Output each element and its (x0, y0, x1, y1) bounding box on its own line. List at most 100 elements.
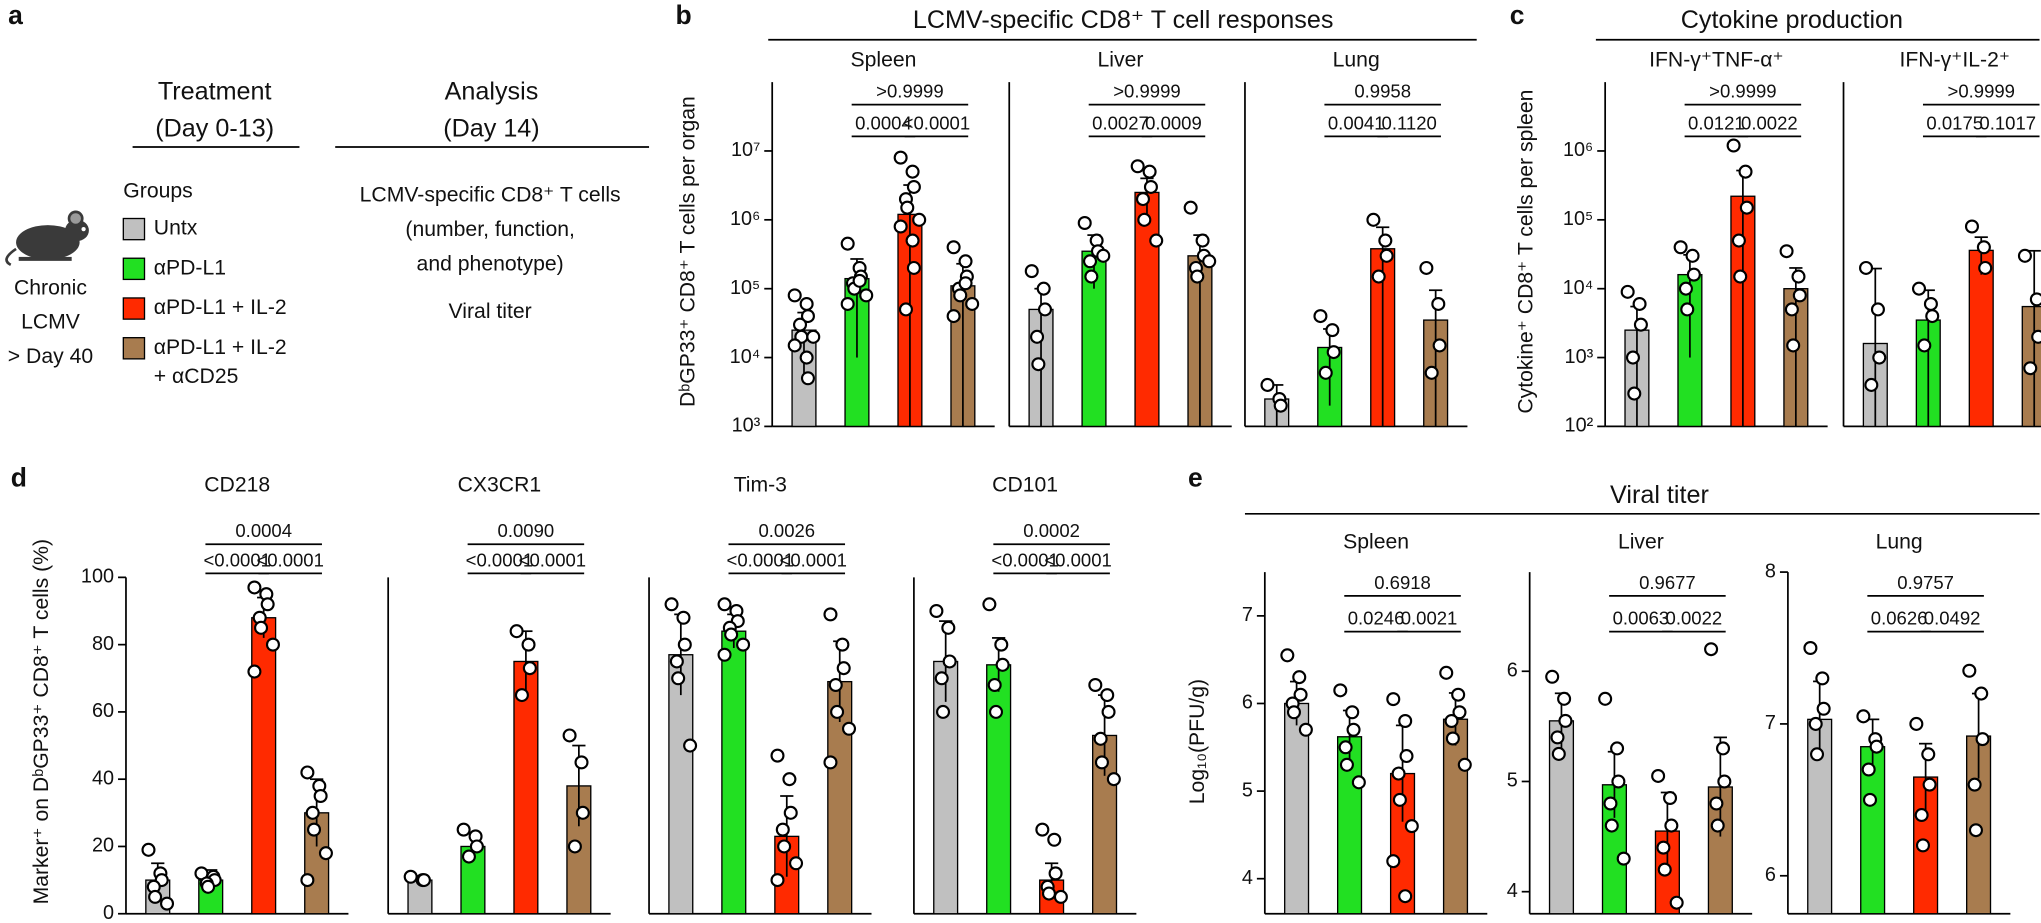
data-point (306, 822, 322, 837)
data-point (1869, 739, 1884, 754)
bar (1442, 718, 1469, 915)
treatment-days: (Day 0-13) (155, 114, 274, 142)
y-tick-label: 100 (81, 566, 114, 588)
data-point (1669, 895, 1684, 910)
data-point (717, 647, 732, 662)
data-point (830, 704, 845, 719)
data-point (676, 610, 691, 625)
data-point (934, 671, 949, 686)
data-point (1627, 386, 1642, 401)
data-point (1968, 823, 1983, 838)
data-point (160, 896, 175, 911)
model-label: Chronic (14, 276, 87, 299)
data-point (683, 738, 698, 753)
data-point (1399, 749, 1414, 764)
data-point (1398, 889, 1413, 904)
y-tick-label: 60 (92, 700, 114, 722)
data-point (1678, 281, 1693, 296)
p-value: 0.0063 (1613, 608, 1670, 629)
y-tick-label: 7 (1765, 712, 1776, 734)
data-point (1859, 260, 1874, 275)
data-point (574, 755, 589, 770)
y-tick-label: 80 (92, 633, 114, 655)
data-point (1036, 281, 1051, 296)
y-tick-label: 8 (1765, 560, 1776, 582)
treatment-title: Treatment (158, 77, 272, 105)
data-point (1731, 233, 1746, 248)
data-point (1366, 212, 1381, 227)
data-point (1967, 777, 1982, 792)
p-value: >0.9999 (1948, 81, 2015, 102)
p-value: 0.0026 (758, 520, 815, 541)
bar (986, 664, 1012, 915)
data-point (1962, 663, 1977, 678)
analysis-title: Analysis (445, 77, 539, 105)
data-point (800, 371, 815, 386)
data-point (1286, 705, 1301, 720)
data-point (1922, 777, 1937, 792)
data-point (522, 661, 537, 676)
panel-heading: Cytokine production (1681, 6, 1903, 34)
y-tick-label: 10⁴ (730, 346, 761, 368)
data-point (782, 772, 797, 787)
data-point (1202, 254, 1217, 269)
legend-swatch (122, 297, 146, 320)
data-point (1130, 159, 1145, 174)
p-value: 0.0022 (1741, 112, 1798, 133)
p-value: <0.0001 (903, 112, 970, 133)
data-point (1616, 851, 1631, 866)
data-point (1815, 671, 1830, 686)
panel-letter: c (1510, 0, 1525, 30)
data-point (1101, 704, 1116, 719)
subplot-title: CX3CR1 (458, 474, 542, 497)
p-value: >0.9999 (876, 81, 943, 102)
data-point (1786, 338, 1801, 353)
data-point (1318, 365, 1333, 380)
data-point (1861, 762, 1876, 777)
data-point (1326, 345, 1341, 360)
y-tick-label: 10³ (1565, 346, 1594, 368)
subplot-title: Liver (1098, 49, 1144, 72)
panel-letter: d (11, 462, 27, 492)
data-point (1656, 840, 1671, 855)
data-point (1053, 889, 1068, 904)
y-tick-label: 10⁷ (731, 139, 760, 161)
data-point (1084, 269, 1099, 284)
data-point (1451, 687, 1466, 702)
data-point (994, 637, 1009, 652)
data-point (247, 664, 262, 679)
data-point (1975, 732, 1990, 747)
analysis-item: (number, function, (405, 218, 574, 241)
data-point (1657, 862, 1672, 877)
p-value: <0.0001 (519, 549, 586, 570)
y-tick-label: 10⁵ (1563, 208, 1593, 230)
data-point (1620, 284, 1635, 299)
data-point (1704, 642, 1719, 657)
data-point (995, 657, 1010, 672)
data-point (777, 839, 792, 854)
data-point (1856, 709, 1871, 724)
data-point (1280, 648, 1295, 663)
p-value: 0.0041 (1328, 112, 1385, 133)
data-point (1035, 822, 1050, 837)
data-point (1872, 350, 1887, 365)
data-point (953, 288, 968, 303)
data-point (841, 721, 857, 736)
data-point (1444, 713, 1459, 729)
data-point (1791, 269, 1806, 284)
panel-letter: e (1188, 462, 1203, 492)
data-point (1976, 240, 1991, 255)
data-point (1093, 731, 1108, 746)
data-point (792, 317, 808, 332)
data-point (2029, 292, 2041, 307)
data-point (1142, 164, 1157, 179)
data-point (988, 704, 1004, 719)
data-point (1974, 686, 1989, 701)
data-point (1870, 302, 1885, 317)
data-point (1710, 818, 1725, 833)
data-point (1386, 854, 1401, 869)
data-point (898, 302, 913, 317)
p-value: <0.0001 (780, 549, 847, 570)
data-point (1864, 377, 1879, 392)
data-point (941, 620, 956, 635)
